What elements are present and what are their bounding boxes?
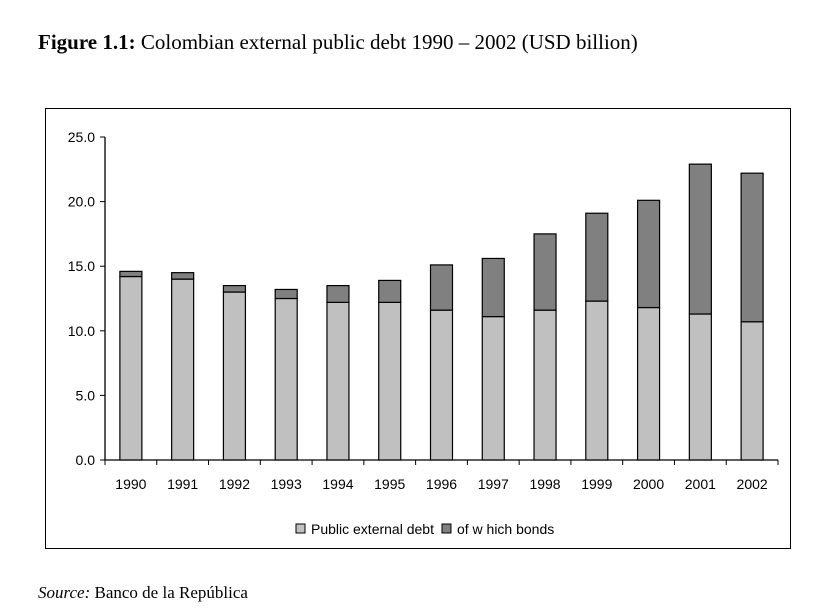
bar-public-external-debt-1994 (326, 301, 350, 461)
bar-public-external-debt-1992 (222, 291, 247, 461)
source-label: Source: (38, 583, 91, 602)
y-tick-label: 25.0 (68, 129, 95, 145)
bar-bonds-2002 (740, 172, 764, 323)
bar-public-external-debt-1998 (533, 309, 557, 461)
legend-label-0: Public external debt (311, 521, 434, 537)
bar-bonds-1997 (481, 257, 505, 318)
y-tick-label: 20.0 (68, 194, 95, 210)
bar-bonds-1993 (274, 288, 298, 300)
legend-swatch-1 (441, 523, 452, 534)
bar-public-external-debt-1991 (171, 278, 195, 461)
bar-bonds-1994 (326, 284, 350, 303)
legend-swatch-0 (295, 523, 306, 534)
x-tick-label: 2000 (633, 476, 664, 492)
bar-public-external-debt-2001 (688, 313, 712, 461)
bar-public-external-debt-1996 (429, 309, 454, 461)
x-tick-label: 1993 (271, 476, 302, 492)
x-tick-label: 1997 (478, 476, 509, 492)
bar-public-external-debt-1995 (378, 301, 402, 461)
x-tick-label: 1998 (529, 476, 560, 492)
bar-bonds-1996 (429, 264, 454, 311)
bar-bonds-1999 (585, 212, 609, 302)
bar-public-external-debt-1993 (274, 297, 298, 461)
x-tick-label: 1994 (322, 476, 353, 492)
bar-public-external-debt-1997 (481, 315, 505, 461)
bar-public-external-debt-1999 (585, 300, 609, 461)
x-tick-label: 1999 (581, 476, 612, 492)
bar-bonds-1992 (222, 284, 247, 293)
bar-bonds-1995 (378, 279, 402, 303)
x-tick-label: 1992 (219, 476, 250, 492)
bar-bonds-2000 (636, 199, 661, 309)
bar-public-external-debt-2000 (636, 306, 661, 461)
source-note: Source: Banco de la República (38, 583, 248, 603)
bar-bonds-1990 (119, 270, 143, 278)
bar-bonds-1991 (171, 272, 195, 280)
x-tick-label: 1996 (426, 476, 457, 492)
x-tick-label: 1990 (115, 476, 146, 492)
figure-title: Figure 1.1: Colombian external public de… (38, 30, 638, 55)
y-tick-label: 0.0 (76, 452, 96, 468)
bar-bonds-2001 (688, 163, 712, 315)
y-tick-label: 5.0 (76, 387, 96, 403)
x-tick-label: 2001 (685, 476, 716, 492)
y-tick-label: 10.0 (68, 323, 95, 339)
y-tick-label: 15.0 (68, 258, 95, 274)
figure-label: Figure 1.1: (38, 30, 136, 54)
x-tick-label: 1995 (374, 476, 405, 492)
figure-caption: Colombian external public debt 1990 – 20… (135, 30, 638, 54)
bar-public-external-debt-1990 (119, 275, 143, 461)
source-text: Banco de la República (90, 583, 248, 602)
x-tick-label: 1991 (167, 476, 198, 492)
chart-frame (45, 108, 791, 549)
bar-public-external-debt-2002 (740, 321, 764, 461)
bar-bonds-1998 (533, 233, 557, 311)
x-tick-label: 2002 (737, 476, 768, 492)
legend-label-1: of w hich bonds (457, 521, 554, 537)
